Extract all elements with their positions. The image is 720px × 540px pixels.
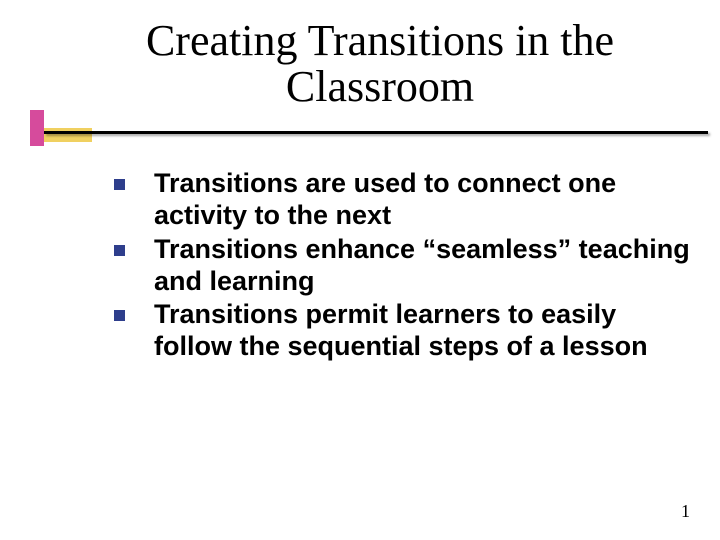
title-underline xyxy=(44,131,708,134)
bullet-list: Transitions are used to connect one acti… xyxy=(110,168,692,363)
bullet-text: Transitions permit learners to easily fo… xyxy=(154,299,648,361)
bullet-text: Transitions enhance “seamless” teaching … xyxy=(154,234,690,296)
corner-decoration xyxy=(30,110,92,146)
list-item: Transitions permit learners to easily fo… xyxy=(110,299,692,363)
bullet-square-icon xyxy=(114,310,125,321)
decoration-vertical-box xyxy=(30,110,44,146)
content-area: Transitions are used to connect one acti… xyxy=(110,168,692,365)
list-item: Transitions enhance “seamless” teaching … xyxy=(110,234,692,298)
title-block: Creating Transitions in the Classroom xyxy=(90,18,670,110)
slide: Creating Transitions in the Classroom Tr… xyxy=(0,0,720,540)
bullet-text: Transitions are used to connect one acti… xyxy=(154,168,616,230)
page-number: 1 xyxy=(681,501,690,522)
slide-title: Creating Transitions in the Classroom xyxy=(90,18,670,110)
bullet-square-icon xyxy=(114,179,125,190)
bullet-square-icon xyxy=(114,245,125,256)
list-item: Transitions are used to connect one acti… xyxy=(110,168,692,232)
